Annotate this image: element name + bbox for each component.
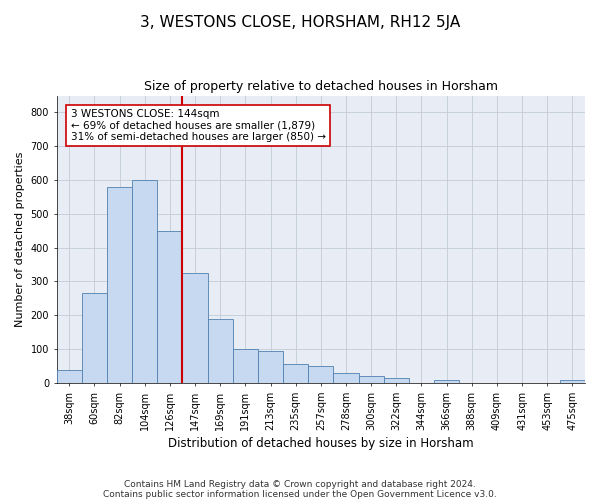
Title: Size of property relative to detached houses in Horsham: Size of property relative to detached ho… [144, 80, 498, 93]
Text: 3, WESTONS CLOSE, HORSHAM, RH12 5JA: 3, WESTONS CLOSE, HORSHAM, RH12 5JA [140, 15, 460, 30]
Bar [56, 370, 82, 383]
Bar [107, 187, 132, 383]
Bar [308, 366, 334, 383]
Text: Contains HM Land Registry data © Crown copyright and database right 2024.
Contai: Contains HM Land Registry data © Crown c… [103, 480, 497, 499]
Bar [182, 273, 208, 383]
Bar [82, 294, 107, 383]
Bar [434, 380, 459, 383]
Bar [208, 318, 233, 383]
Bar [384, 378, 409, 383]
Text: 3 WESTONS CLOSE: 144sqm
← 69% of detached houses are smaller (1,879)
31% of semi: 3 WESTONS CLOSE: 144sqm ← 69% of detache… [71, 109, 326, 142]
Bar [233, 349, 258, 383]
Bar [334, 374, 359, 383]
Bar [359, 376, 384, 383]
Bar [258, 351, 283, 383]
Bar [132, 180, 157, 383]
Y-axis label: Number of detached properties: Number of detached properties [15, 152, 25, 327]
Bar [283, 364, 308, 383]
X-axis label: Distribution of detached houses by size in Horsham: Distribution of detached houses by size … [168, 437, 473, 450]
Bar [157, 231, 182, 383]
Bar [560, 380, 585, 383]
